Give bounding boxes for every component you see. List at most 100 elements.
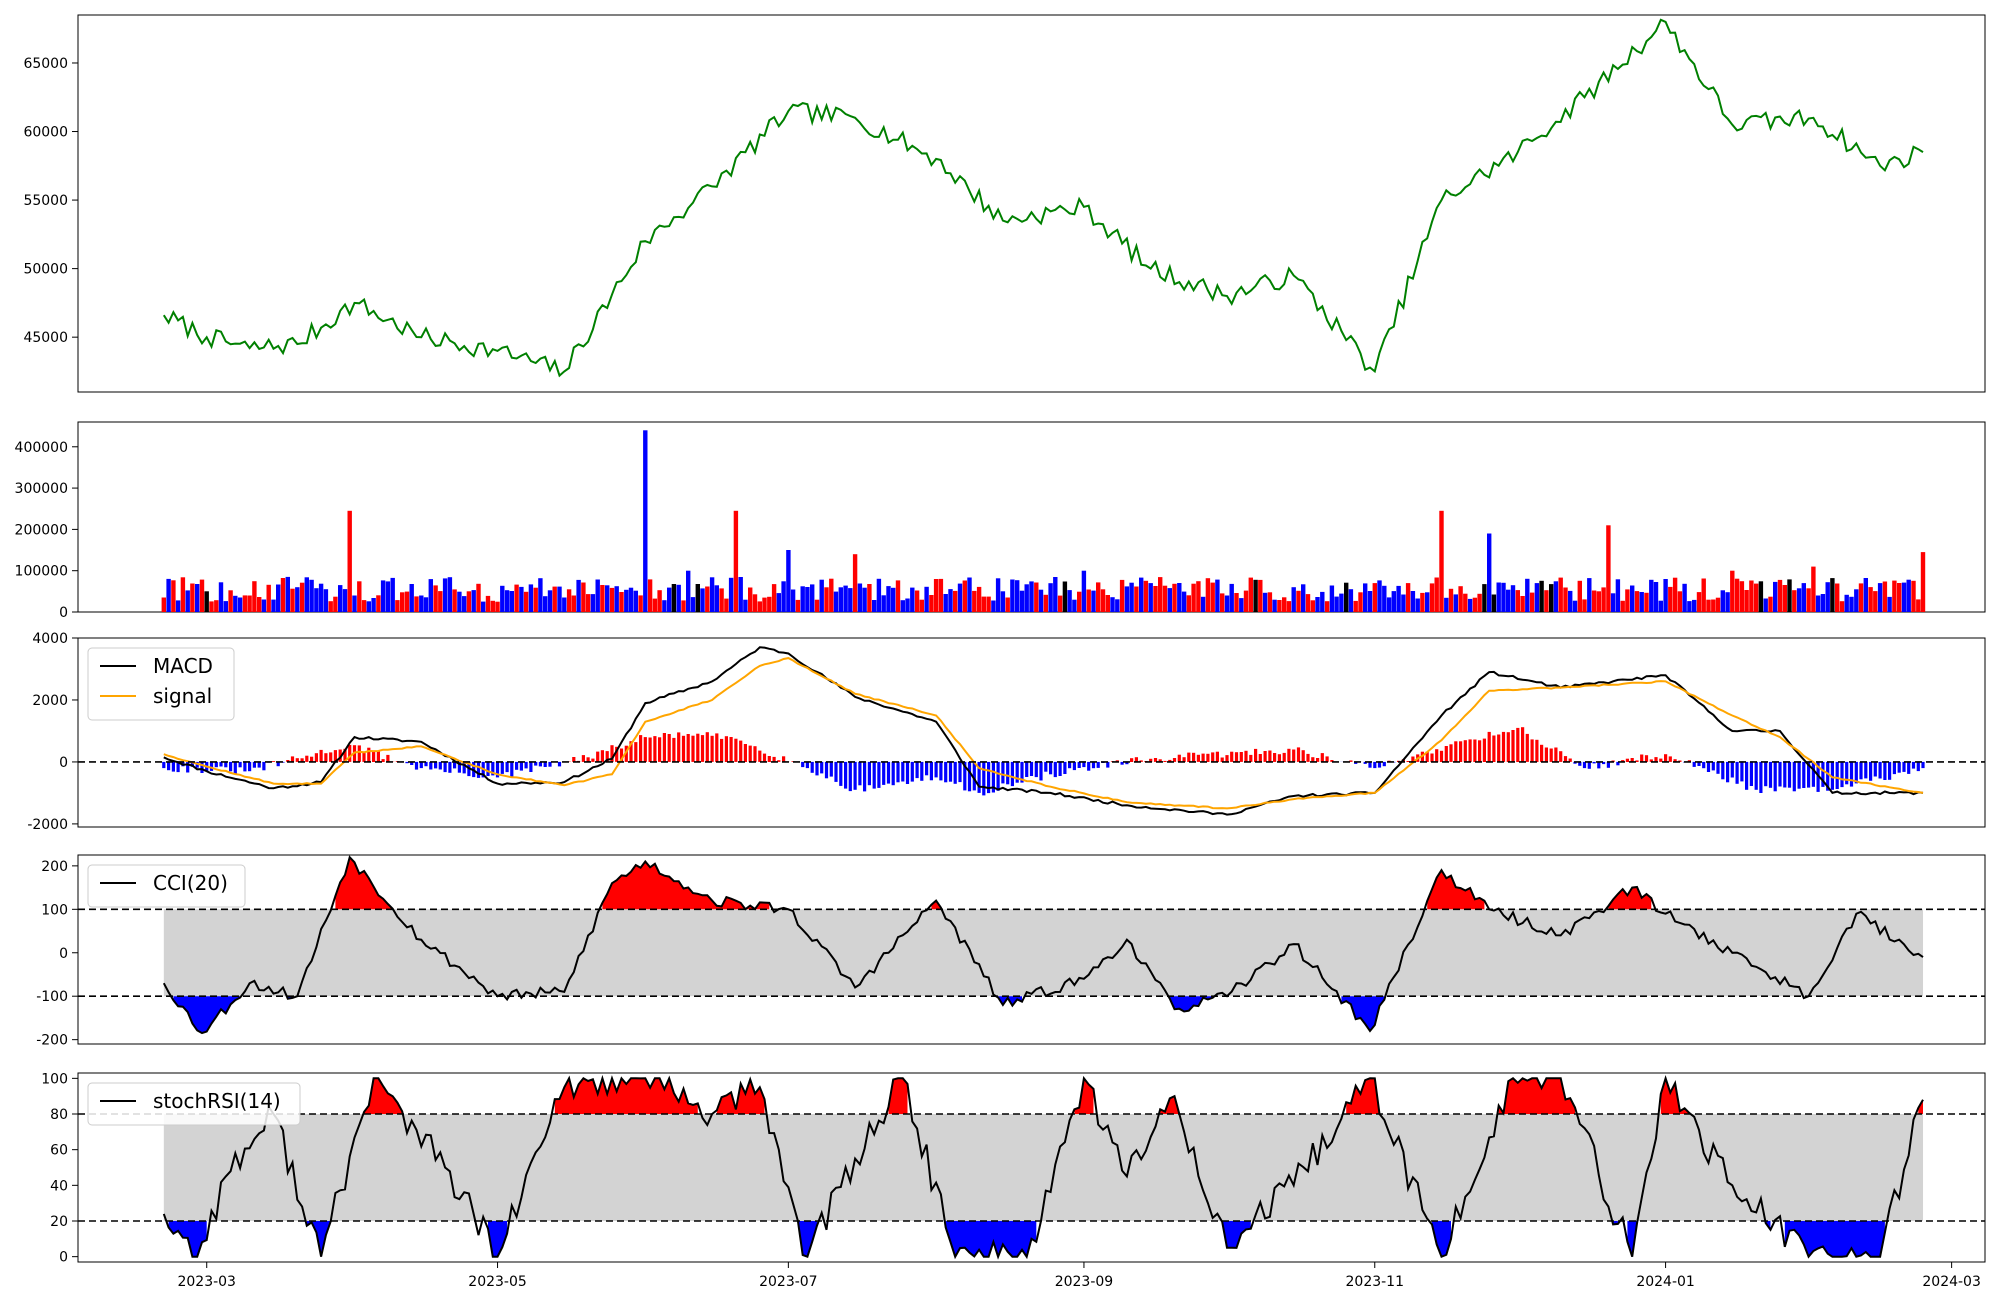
volume-bar — [1096, 582, 1100, 612]
macd-histogram-bar — [830, 762, 833, 777]
macd-histogram-bar — [1106, 762, 1109, 768]
volume-bar — [371, 598, 375, 612]
stochrsi-ytick-label: 100 — [41, 1071, 68, 1087]
macd-histogram-bar — [1278, 754, 1281, 762]
volume-bar — [1263, 593, 1267, 612]
volume-bar — [1330, 586, 1334, 613]
volume-bar — [190, 584, 194, 613]
macd-histogram-bar — [1187, 753, 1190, 762]
volume-bar — [1516, 590, 1520, 612]
volume-bar — [1511, 585, 1515, 612]
macd-histogram-bar — [701, 735, 704, 762]
macd-histogram-bar — [1378, 762, 1381, 768]
macd-histogram-bar — [844, 762, 847, 789]
macd-histogram-bar — [691, 736, 694, 762]
cci-ytick-label: -100 — [36, 989, 68, 1005]
macd-histogram-bar — [901, 762, 904, 782]
macd-histogram-bar — [377, 751, 380, 762]
price-ytick-label: 60000 — [23, 125, 68, 141]
volume-bar — [1087, 590, 1091, 613]
macd-histogram-bar — [1292, 750, 1295, 762]
volume-bar — [1077, 592, 1081, 612]
macd-histogram-bar — [162, 762, 165, 768]
volume-bar — [1425, 592, 1429, 612]
volume-bar — [410, 584, 414, 612]
volume-bar — [791, 590, 795, 613]
volume-bar — [924, 587, 928, 612]
cci-ytick-label: 100 — [41, 902, 68, 918]
volume-bar — [820, 580, 824, 612]
macd-histogram-bar — [749, 746, 752, 762]
volume-bar — [1768, 597, 1772, 612]
macd-histogram-bar — [200, 762, 203, 773]
volume-bar — [1206, 578, 1210, 612]
volume-ytick-label: 400000 — [15, 440, 68, 456]
macd-histogram-bar — [1516, 728, 1519, 762]
volume-bar — [1578, 581, 1582, 612]
macd-histogram-bar — [1459, 741, 1462, 762]
macd-histogram-bar — [1254, 749, 1257, 762]
macd-histogram-bar — [515, 762, 518, 770]
macd-histogram-bar — [1235, 752, 1238, 762]
macd-histogram-bar — [420, 762, 423, 768]
volume-bar — [1730, 571, 1734, 612]
volume-bar — [538, 578, 542, 612]
volume-bar — [1258, 580, 1262, 612]
macd-histogram-bar — [444, 762, 447, 772]
macd-histogram-bar — [825, 762, 828, 778]
volume-bar — [1416, 599, 1420, 613]
volume-bar — [1249, 578, 1253, 612]
macd-histogram-bar — [1731, 762, 1734, 778]
macd-histogram-bar — [1001, 762, 1004, 784]
volume-bar — [1177, 583, 1181, 612]
volume-bar — [1535, 583, 1539, 612]
macd-histogram-bar — [1192, 753, 1195, 762]
volume-bar — [1897, 583, 1901, 612]
volume-bar — [600, 585, 604, 612]
macd-histogram-bar — [1736, 762, 1739, 784]
volume-bar — [638, 595, 642, 612]
macd-histogram-bar — [730, 737, 733, 762]
volume-bar — [886, 586, 890, 612]
volume-bar — [1010, 580, 1014, 613]
volume-bar — [963, 581, 967, 613]
volume-bar — [1282, 597, 1286, 612]
volume-bar — [276, 585, 280, 613]
volume-bar — [534, 588, 538, 612]
volume-bar — [629, 588, 633, 612]
volume-bar — [1006, 598, 1010, 613]
volume-bar — [648, 579, 652, 612]
price-ytick-label: 65000 — [23, 56, 68, 72]
macd-histogram-bar — [677, 732, 680, 762]
volume-bar — [1592, 591, 1596, 613]
macd-histogram-bar — [801, 762, 804, 767]
volume-bar — [1320, 592, 1324, 612]
volume-bar — [1268, 592, 1272, 612]
macd-histogram-bar — [1039, 762, 1042, 781]
volume-bar — [228, 590, 232, 612]
macd-histogram-bar — [1259, 754, 1262, 762]
macd-histogram-bar — [1778, 762, 1781, 787]
volume-bar — [1468, 599, 1472, 612]
macd-histogram-bar — [720, 739, 723, 762]
volume-bar — [262, 600, 266, 613]
volume-bar — [376, 595, 380, 612]
stochrsi-ytick-label: 80 — [50, 1107, 68, 1123]
volume-bar — [1029, 581, 1033, 612]
macd-histogram-bar — [820, 762, 823, 774]
macd-histogram-bar — [1087, 762, 1090, 771]
volume-bar — [1806, 588, 1810, 612]
macd-ytick-label: -2000 — [27, 817, 68, 833]
volume-bar — [1840, 601, 1844, 612]
macd-histogram-bar — [1869, 762, 1872, 781]
volume-bar — [777, 593, 781, 612]
macd-histogram-bar — [715, 733, 718, 762]
volume-bar — [896, 580, 900, 612]
volume-bar — [877, 579, 881, 612]
volume-bar — [1492, 595, 1496, 613]
macd-histogram-bar — [1178, 755, 1181, 762]
macd-histogram-bar — [1025, 762, 1028, 777]
macd-histogram-bar — [653, 736, 656, 762]
volume-bar — [176, 600, 180, 612]
